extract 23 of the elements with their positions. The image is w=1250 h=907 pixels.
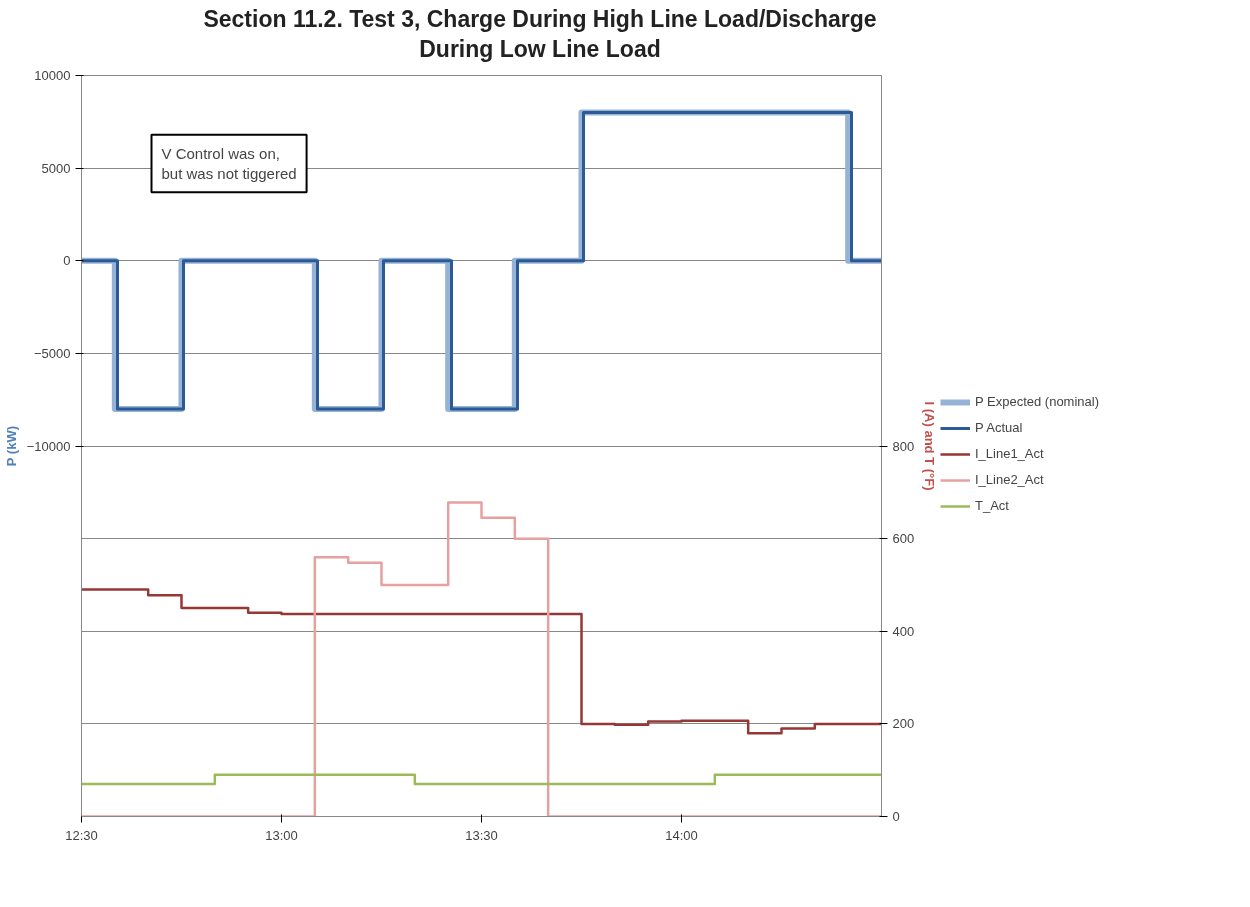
y2-tick-label: 600 [892,530,915,546]
x-tick-label: 12:30 [65,827,98,843]
legend-label: I_Line2_Act [974,472,1044,488]
y-tick-label: −5000 [33,345,71,361]
y2-tick-label: 800 [892,438,915,454]
y-tick-label: 0 [63,253,71,269]
y2-axis-title: I (A) and T (°F) [922,401,938,491]
y-tick-label: −10000 [26,438,71,454]
y2-tick-label: 0 [892,808,900,824]
chart-title: Section 11.2. Test 3, Charge During High Line Load/Discharge During Low Line Load [202,5,878,64]
legend-label: T_Act [974,498,1009,514]
y2-tick-label: 200 [892,716,915,732]
y-tick-label: 10000 [34,67,71,83]
x-tick-label: 13:30 [465,827,498,843]
y-axis-title: P (kW) [3,425,19,466]
annotation: V Control was on, but was not tiggered [161,144,297,182]
x-tick-label: 13:00 [265,827,298,843]
x-tick-label: 14:00 [665,827,698,843]
legend-label: I_Line1_Act [974,446,1044,462]
legend-label: P Expected (nominal) [974,394,1100,410]
y-tick-label: 5000 [41,160,71,176]
y2-tick-label: 400 [892,623,915,639]
legend-label: P Actual [974,420,1023,436]
